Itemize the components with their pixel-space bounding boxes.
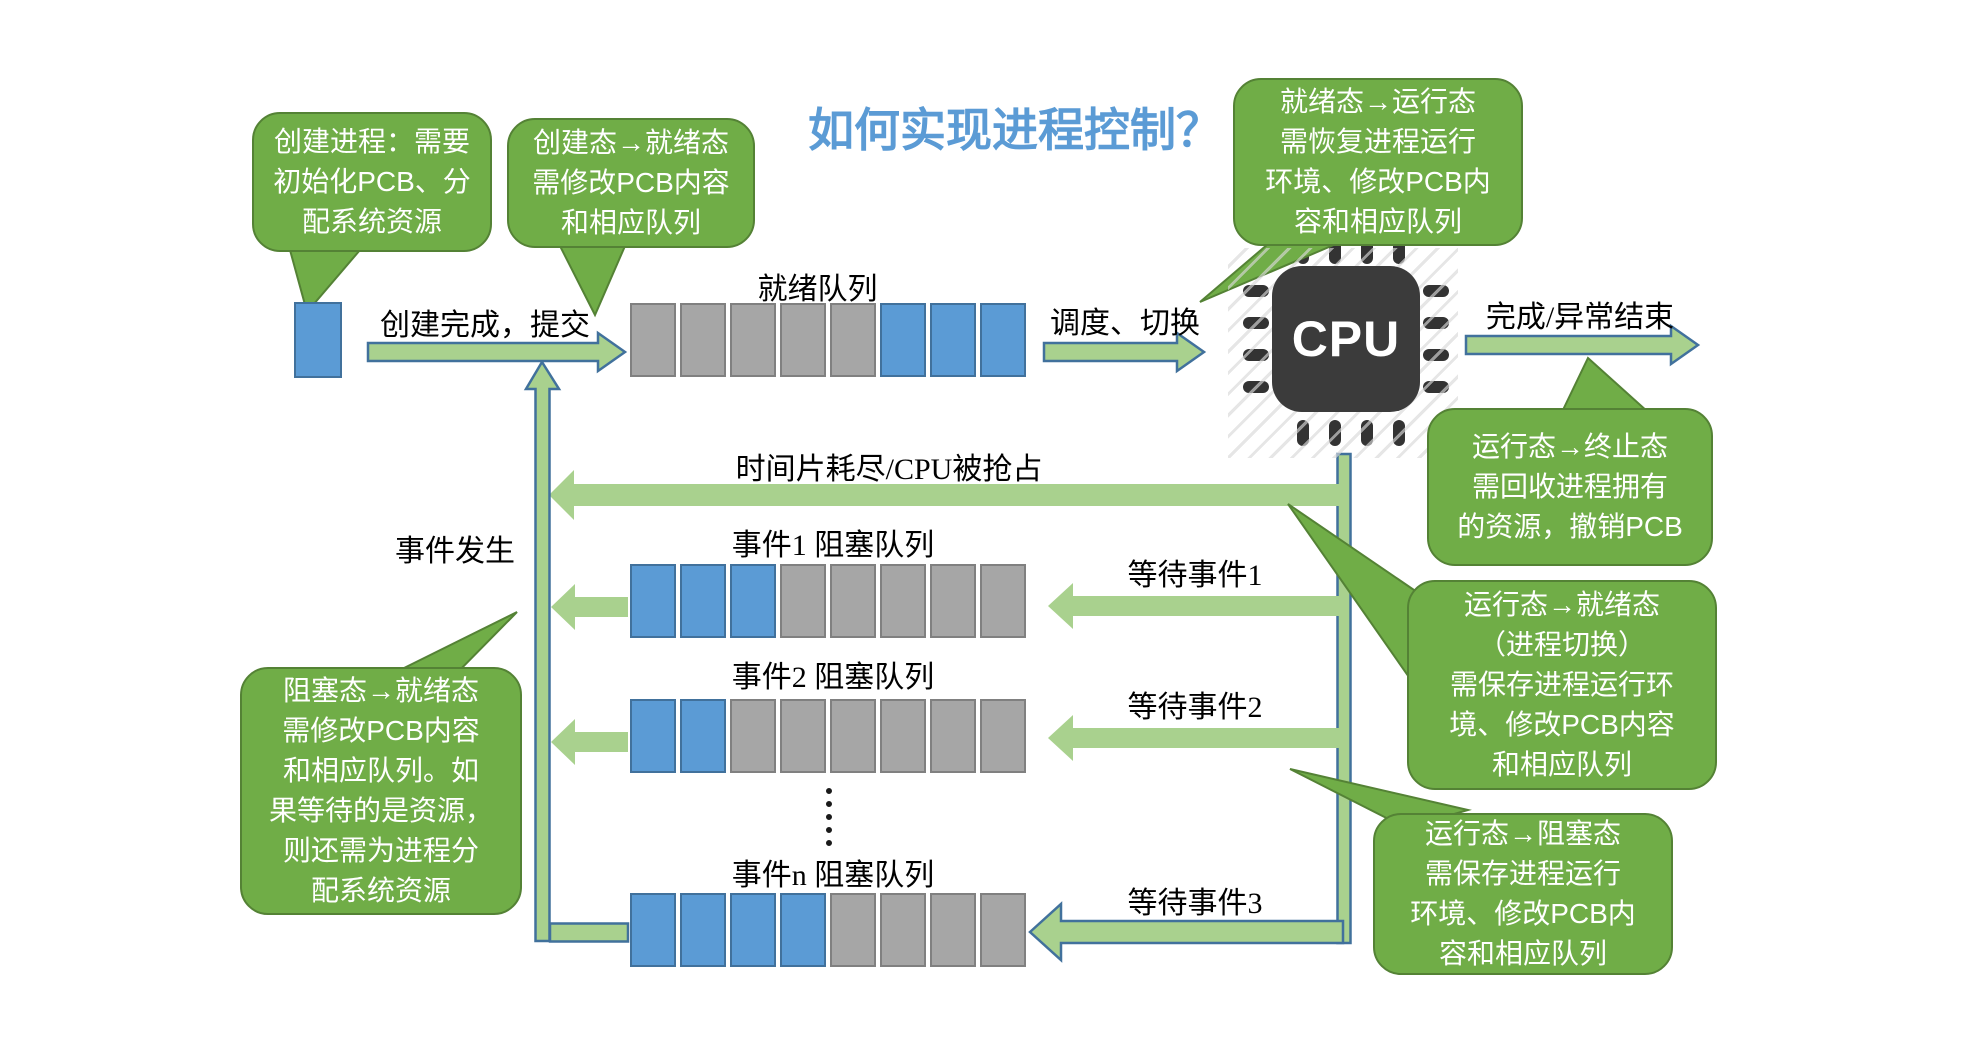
queue-cell-gray [880, 564, 926, 638]
running-to-terminated-bubble-tail [1560, 356, 1651, 413]
queue-cell-blue [780, 893, 826, 967]
queue-cell-gray [730, 699, 776, 773]
queue-cell-gray [930, 893, 976, 967]
queue-cell-gray [980, 893, 1026, 967]
dispatch-label: 调度、切换 [1050, 307, 1200, 340]
queue-cell-gray [830, 564, 876, 638]
vertical-ellipsis [826, 788, 832, 846]
timeslice-label: 时间片耗尽/CPU被抢占 [735, 453, 1043, 486]
event2-queue-label: 事件2 阻塞队列 [731, 661, 935, 694]
running-to-terminated-bubble: 运行态→终止态 需回收进程拥有 的资源，撤销PCB [1427, 408, 1713, 566]
finish-label: 完成/异常结束 [1485, 301, 1675, 334]
queue-cell-gray [780, 303, 826, 377]
create-process-bubble: 创建进程：需要 初始化PCB、分 配系统资源 [252, 112, 492, 252]
ready-queue-label: 就绪队列 [757, 273, 878, 306]
cpu-down-connector-bar [1336, 452, 1352, 945]
queue-cell-blue [630, 564, 676, 638]
queue-cell-gray [830, 699, 876, 773]
event1-blocked-queue [630, 564, 1026, 638]
event-occur-up-arrow [523, 359, 562, 943]
eventn-blocked-queue [630, 893, 1026, 967]
cpu-icon: CPU [1272, 266, 1420, 412]
wait-event1-arrow [1048, 583, 1342, 629]
queue-cell-gray [880, 699, 926, 773]
eventn-release-connector [548, 922, 630, 943]
page-title: 如何实现进程控制？ [808, 105, 1222, 156]
queue-cell-blue [730, 564, 776, 638]
queue-cell-gray [880, 893, 926, 967]
queue-cell-gray [930, 564, 976, 638]
queue-cell-gray [680, 303, 726, 377]
queue-cell-blue [880, 303, 926, 377]
running-to-ready-bubble: 运行态→就绪态 （进程切换） 需保存进程运行环 境、修改PCB内容 和相应队列 [1407, 580, 1717, 790]
queue-cell-gray [830, 303, 876, 377]
queue-cell-blue [680, 699, 726, 773]
create-submit-arrow [366, 330, 628, 374]
queue-cell-blue [680, 893, 726, 967]
wait-event3-arrow [1028, 901, 1345, 963]
dispatch-arrow [1042, 330, 1207, 374]
queue-cell-gray [630, 303, 676, 377]
blocked-to-ready-bubble: 阻塞态→就绪态 需修改PCB内容 和相应队列。如 果等待的是资源， 则还需为进程… [240, 667, 522, 915]
timeslice-preempt-arrow [549, 470, 1342, 520]
queue-cell-blue [630, 699, 676, 773]
wait-event2-arrow [1048, 715, 1342, 761]
create-to-ready-bubble: 创建态→就绪态 需修改PCB内容 和相应队列 [507, 118, 755, 248]
new-process-block [294, 302, 342, 378]
queue-cell-blue [730, 893, 776, 967]
queue-cell-gray [930, 699, 976, 773]
queue-cell-gray [780, 564, 826, 638]
eventn-queue-label: 事件n 阻塞队列 [731, 859, 935, 892]
wait-event3-label: 等待事件3 [1127, 887, 1263, 920]
running-to-blocked-bubble: 运行态→阻塞态 需保存进程运行 环境、修改PCB内 容和相应队列 [1373, 813, 1673, 975]
event-occur-label: 事件发生 [395, 535, 515, 568]
finish-arrow [1464, 323, 1701, 367]
event1-release-arrow [551, 584, 628, 630]
queue-cell-gray [980, 699, 1026, 773]
queue-cell-gray [830, 893, 876, 967]
queue-cell-blue [680, 564, 726, 638]
create-done-label: 创建完成，提交 [380, 309, 590, 342]
queue-cell-gray [730, 303, 776, 377]
queue-cell-gray [780, 699, 826, 773]
ready-queue [630, 303, 1026, 377]
event2-release-arrow [551, 719, 628, 765]
ready-to-running-bubble: 就绪态→运行态 需恢复进程运行 环境、修改PCB内 容和相应队列 [1233, 78, 1523, 246]
cpu-label: CPU [1291, 311, 1401, 367]
queue-cell-blue [930, 303, 976, 377]
event1-queue-label: 事件1 阻塞队列 [731, 529, 935, 562]
event2-blocked-queue [630, 699, 1026, 773]
wait-event2-label: 等待事件2 [1127, 691, 1263, 724]
queue-cell-gray [980, 564, 1026, 638]
queue-cell-blue [980, 303, 1026, 377]
queue-cell-blue [630, 893, 676, 967]
wait-event1-label: 等待事件1 [1127, 559, 1263, 592]
